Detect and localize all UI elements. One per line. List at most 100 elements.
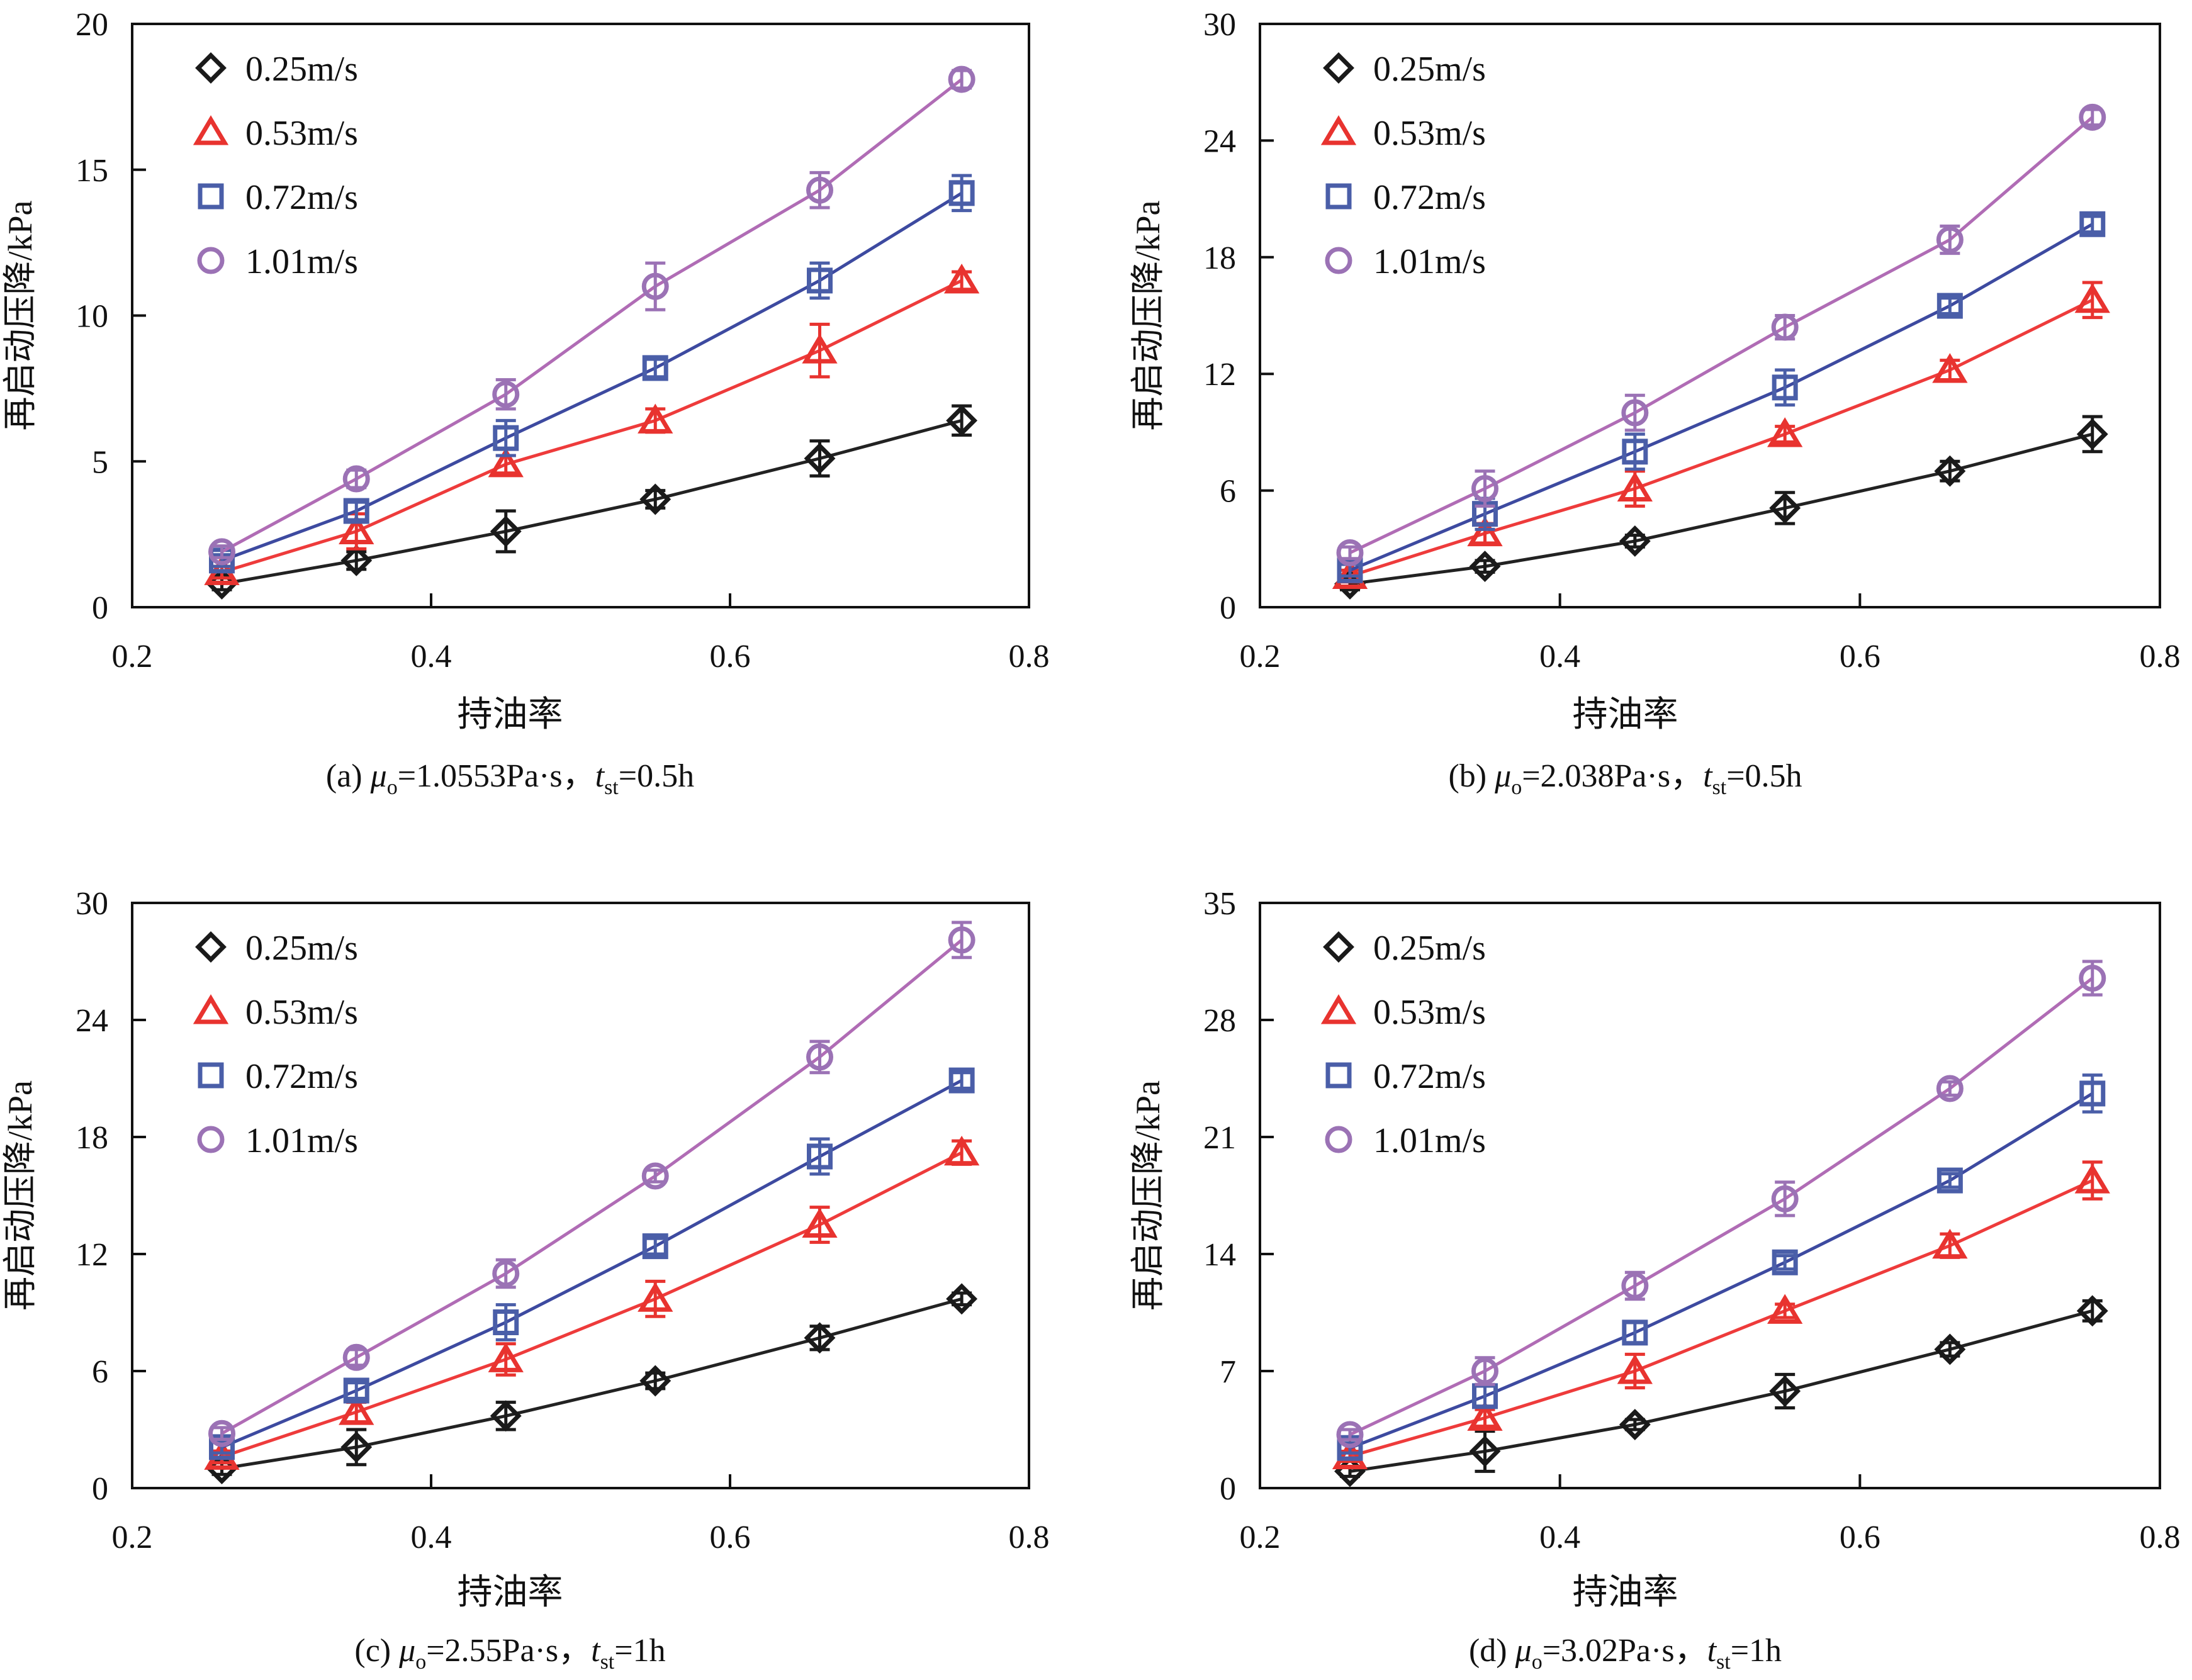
chart-d: 0.2 0.4 0.6 0.8 0 7 14 21 28 35 再启动压降/kPa 0.25m/s 0.… xyxy=(1129,886,2181,1555)
legend-label: 0.53m/s xyxy=(245,993,358,1032)
x-axis-label: 持油率 xyxy=(457,695,563,734)
y-tick-label: 14 xyxy=(1203,1237,1236,1273)
y-tick-label: 24 xyxy=(1203,123,1236,159)
data-point xyxy=(1619,1409,1651,1440)
data-point xyxy=(2079,1080,2106,1107)
x-axis-label: 持油率 xyxy=(1572,1573,1678,1612)
y-tick-label: 0 xyxy=(1220,590,1236,626)
x-tick-label: 0.2 xyxy=(1240,639,1281,675)
panel-caption: (a) μo=1.0553Pa·s，tst=0.5h xyxy=(0,749,1058,800)
data-point xyxy=(1936,1075,1964,1102)
legend-label: 0.25m/s xyxy=(245,50,358,89)
y-tick-label: 20 xyxy=(76,7,108,43)
legend-marker-circle xyxy=(197,1126,225,1153)
caption-prefix: (a) xyxy=(325,758,371,794)
legend-marker-diamond xyxy=(1323,52,1354,84)
legend-label: 0.72m/s xyxy=(1373,1057,1486,1096)
series-line xyxy=(1349,1092,2094,1450)
data-point xyxy=(493,1309,519,1335)
legend-marker-diamond xyxy=(195,931,227,963)
data-point xyxy=(2076,418,2108,450)
y-tick-label: 18 xyxy=(76,1120,108,1156)
legend-marker-diamond xyxy=(195,52,227,84)
data-point xyxy=(1332,1439,1368,1470)
y-axis-label: 再启动压降/kPa xyxy=(1129,200,1167,430)
caption-prefix: (b) xyxy=(1448,758,1495,794)
data-point xyxy=(2074,283,2110,313)
y-tick-label: 12 xyxy=(1203,357,1236,393)
y-tick-label: 15 xyxy=(76,153,108,189)
legend-marker-triangle xyxy=(193,994,229,1024)
data-point xyxy=(2079,211,2106,237)
data-point xyxy=(1772,374,1798,401)
y-tick-label: 6 xyxy=(92,1354,108,1390)
x-tick-label: 0.6 xyxy=(710,639,751,675)
data-point xyxy=(1772,1249,1798,1275)
series-0.25m/s xyxy=(1334,415,2108,600)
data-point xyxy=(948,1067,975,1094)
caption-mu-value: =2.038Pa·s， xyxy=(1522,758,1704,794)
legend-label: 0.25m/s xyxy=(245,929,358,968)
legend-label: 0.53m/s xyxy=(1373,993,1486,1032)
data-point xyxy=(490,1400,522,1432)
panel-caption: (c) μo=2.55Pa·s，tst=1h xyxy=(0,1623,1058,1674)
data-point xyxy=(806,176,833,204)
series-line xyxy=(1349,977,2094,1436)
y-tick-label: 0 xyxy=(92,590,108,626)
series-line xyxy=(221,191,963,563)
caption-mu-value: =3.02Pa·s， xyxy=(1542,1633,1707,1669)
legend-label: 1.01m/s xyxy=(245,242,358,281)
data-point xyxy=(1617,471,1653,502)
legend-marker-triangle xyxy=(193,115,229,145)
y-tick-label: 18 xyxy=(1203,240,1236,276)
caption-t-value: =0.5h xyxy=(1726,758,1802,794)
data-point xyxy=(1767,1294,1803,1324)
data-point xyxy=(490,515,522,547)
data-point xyxy=(1934,455,1966,487)
data-point xyxy=(2079,965,2106,992)
caption-prefix: (c) xyxy=(354,1633,400,1669)
series-line xyxy=(221,938,963,1435)
data-point xyxy=(1936,226,1964,254)
data-point xyxy=(1471,475,1498,503)
data-point xyxy=(641,1162,669,1190)
panel-d: 0.2 0.4 0.6 0.8 0 7 14 21 28 35 再启动压降/kPa 0.25m/s 0.… xyxy=(1096,840,2192,1680)
x-tick-label: 0.6 xyxy=(1840,639,1880,675)
series-0.25m/s xyxy=(206,404,978,600)
x-tick-label: 0.8 xyxy=(2140,639,2181,675)
data-point xyxy=(1336,539,1364,566)
caption-mu-sub: o xyxy=(386,776,398,799)
data-point xyxy=(804,1322,836,1354)
data-point xyxy=(943,1135,980,1166)
legend-label: 0.25m/s xyxy=(1373,50,1486,89)
y-tick-label: 28 xyxy=(1203,1003,1236,1039)
y-tick-label: 0 xyxy=(1220,1471,1236,1507)
data-point xyxy=(946,405,978,437)
caption-t-sub: st xyxy=(600,1650,615,1674)
x-tick-label: 0.2 xyxy=(112,1520,153,1555)
data-point xyxy=(340,544,373,576)
caption-t: t xyxy=(1707,1633,1717,1669)
plot-frame xyxy=(131,902,1030,1489)
data-point xyxy=(1771,1185,1799,1212)
data-point xyxy=(1336,1421,1364,1448)
series-line xyxy=(221,1151,963,1459)
y-axis-label: 再启动压降/kPa xyxy=(1,200,39,430)
caption-mu: μ xyxy=(370,758,387,794)
data-point xyxy=(2074,1163,2110,1194)
panel-caption: (d) μo=3.02Pa·s，tst=1h xyxy=(1077,1623,2173,1674)
y-tick-label: 7 xyxy=(1220,1354,1236,1390)
caption-t-sub: st xyxy=(1716,1650,1731,1674)
data-point xyxy=(1622,439,1648,465)
data-point xyxy=(639,1365,672,1397)
panel-b: 0.2 0.4 0.6 0.8 0 6 12 18 24 30 再启动压降/kPa 0.25m/s 0.… xyxy=(1096,0,2192,840)
y-tick-label: 10 xyxy=(76,299,108,335)
data-point xyxy=(2079,103,2106,131)
series-line xyxy=(1349,1309,2093,1473)
data-point xyxy=(1622,1319,1648,1346)
y-axis-label: 再启动压降/kPa xyxy=(1,1080,39,1311)
caption-t-sub: st xyxy=(604,776,619,799)
panel-c: 0.2 0.4 0.6 0.8 0 6 12 18 24 30 再启动压降/kPa 0.25m/s 0.… xyxy=(0,840,1096,1680)
caption-prefix: (d) xyxy=(1468,1633,1515,1669)
data-point xyxy=(1934,1333,1966,1365)
